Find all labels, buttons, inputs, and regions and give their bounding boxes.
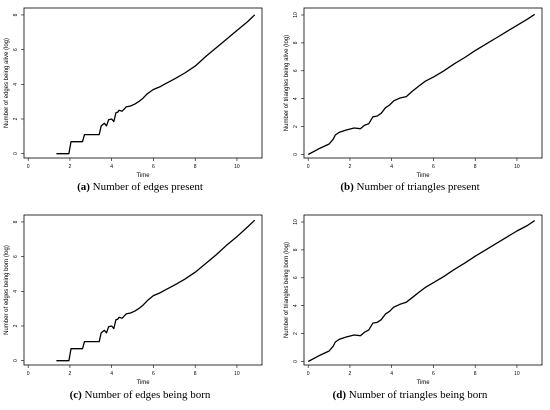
y-tick-label-a-6: 6 bbox=[13, 48, 19, 51]
y-tick-label-a-4: 4 bbox=[13, 83, 19, 86]
caption-a: (a) Number of edges present bbox=[10, 181, 270, 193]
y-tick-label-c-0: 0 bbox=[13, 359, 19, 362]
x-tick-label-a-6: 6 bbox=[152, 164, 155, 170]
y-tick-label-b-8: 8 bbox=[293, 41, 299, 44]
y-tick-label-b-6: 6 bbox=[293, 69, 299, 72]
chart-c: 0 2 4 6 8 10 0 2 4 6 8 Time Number of edges being bo… bbox=[4, 214, 263, 386]
caption-a-letter: (a) bbox=[77, 181, 90, 193]
plot-frame-c bbox=[23, 214, 263, 366]
y-tick-label-c-8: 8 bbox=[13, 220, 19, 223]
plot-frame-a bbox=[23, 7, 263, 159]
y-tick-label-d-8: 8 bbox=[293, 248, 299, 251]
caption-b-text: Number of triangles present bbox=[353, 181, 480, 193]
y-tick-label-b-0: 0 bbox=[293, 153, 299, 156]
y-tick-label-d-10: 10 bbox=[293, 219, 299, 225]
y-tick-label-a-2: 2 bbox=[13, 117, 19, 120]
series-line-a bbox=[56, 14, 256, 155]
x-axis-label-a: Time bbox=[136, 173, 150, 179]
x-tick-label-b-0: 0 bbox=[307, 164, 310, 170]
chart-d: 0 2 4 6 8 10 0 2 4 6 8 10 Time Number of triangles be… bbox=[284, 214, 543, 386]
x-tick-label-b-10: 10 bbox=[514, 164, 520, 170]
y-tick-label-d-6: 6 bbox=[293, 276, 299, 279]
caption-b: (b) Number of triangles present bbox=[280, 181, 540, 193]
plot-frame-b bbox=[303, 7, 543, 159]
y-tick-label-a-8: 8 bbox=[13, 13, 19, 16]
caption-c-text: Number of edges being born bbox=[81, 389, 211, 401]
caption-a-text: Number of edges present bbox=[89, 181, 203, 193]
x-tick-label-c-6: 6 bbox=[152, 371, 155, 377]
y-tick-label-a-0: 0 bbox=[13, 152, 19, 155]
y-tick-label-b-2: 2 bbox=[293, 125, 299, 128]
y-tick-label-d-0: 0 bbox=[293, 360, 299, 363]
x-axis-label-d: Time bbox=[416, 380, 430, 386]
x-tick-label-d-10: 10 bbox=[514, 371, 520, 377]
x-tick-label-d-2: 2 bbox=[349, 371, 352, 377]
caption-c: (c) Number of edges being born bbox=[10, 389, 270, 401]
y-tick-label-c-2: 2 bbox=[13, 324, 19, 327]
y-tick-label-c-4: 4 bbox=[13, 290, 19, 293]
y-tick-label-d-2: 2 bbox=[293, 332, 299, 335]
x-tick-label-d-4: 4 bbox=[390, 371, 393, 377]
y-tick-label-b-10: 10 bbox=[293, 12, 299, 18]
x-tick-label-c-10: 10 bbox=[234, 371, 240, 377]
x-tick-label-d-8: 8 bbox=[474, 371, 477, 377]
y-axis-label-c: Number of edges being born (log) bbox=[4, 245, 10, 335]
caption-d-text: Number of triangles being born bbox=[346, 389, 488, 401]
y-tick-label-b-4: 4 bbox=[293, 97, 299, 100]
caption-c-letter: (c) bbox=[69, 389, 82, 401]
x-tick-label-c-4: 4 bbox=[110, 371, 113, 377]
caption-b-letter: (b) bbox=[340, 181, 354, 193]
x-tick-label-a-10: 10 bbox=[234, 164, 240, 170]
x-tick-label-d-6: 6 bbox=[432, 371, 435, 377]
x-tick-label-b-4: 4 bbox=[390, 164, 393, 170]
x-tick-label-c-8: 8 bbox=[194, 371, 197, 377]
caption-d-letter: (d) bbox=[332, 389, 346, 401]
y-axis-label-d: Number of triangles being born (log) bbox=[284, 242, 290, 338]
caption-d: (d) Number of triangles being born bbox=[280, 389, 540, 401]
x-tick-label-a-8: 8 bbox=[194, 164, 197, 170]
chart-b: 0 2 4 6 8 10 0 2 4 6 8 10 Time Number of triangles be… bbox=[284, 7, 543, 179]
x-tick-label-a-2: 2 bbox=[69, 164, 72, 170]
x-tick-label-a-4: 4 bbox=[110, 164, 113, 170]
x-axis-label-b: Time bbox=[416, 173, 430, 179]
x-tick-label-c-2: 2 bbox=[69, 371, 72, 377]
plot-frame-d bbox=[303, 214, 543, 366]
chart-a: 0 2 4 6 8 10 0 2 4 6 8 Time Number of edges being al… bbox=[4, 7, 263, 179]
y-tick-label-c-6: 6 bbox=[13, 255, 19, 258]
y-tick-label-d-4: 4 bbox=[293, 304, 299, 307]
y-axis-label-b: Number of triangles being alive (log) bbox=[284, 35, 290, 131]
series-line-d bbox=[307, 220, 536, 363]
x-tick-label-a-0: 0 bbox=[27, 164, 30, 170]
x-tick-label-b-6: 6 bbox=[432, 164, 435, 170]
y-axis-label-a: Number of edges being alive (log) bbox=[4, 38, 10, 128]
series-line-c bbox=[56, 219, 256, 362]
series-line-b bbox=[307, 13, 536, 156]
x-tick-label-b-8: 8 bbox=[474, 164, 477, 170]
x-axis-label-c: Time bbox=[136, 380, 150, 386]
x-tick-label-b-2: 2 bbox=[349, 164, 352, 170]
x-tick-label-c-0: 0 bbox=[27, 371, 30, 377]
x-tick-label-d-0: 0 bbox=[307, 371, 310, 377]
